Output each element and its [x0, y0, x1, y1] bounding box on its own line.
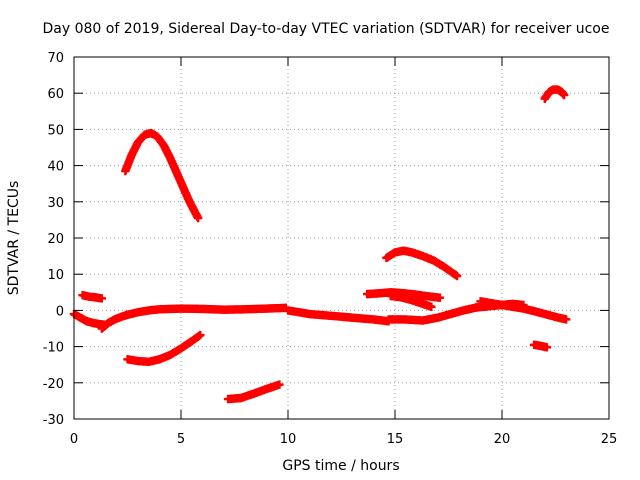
y-tick-label: 0: [56, 304, 64, 319]
y-tick-label: 70: [47, 51, 64, 66]
y-tick-label: 40: [47, 160, 64, 175]
x-tick-label: 15: [387, 432, 404, 447]
data-marker: [193, 212, 202, 221]
x-tick-label: 20: [494, 432, 511, 447]
y-tick-label: 30: [47, 196, 64, 211]
series-arc-16: [223, 380, 284, 404]
series-arc-15: [529, 340, 552, 352]
data-series: [69, 85, 571, 404]
series-arc-14: [123, 330, 205, 367]
data-marker: [451, 270, 460, 280]
y-tick-label: 10: [47, 268, 64, 283]
data-marker: [434, 293, 443, 302]
y-tick-label: -20: [43, 377, 64, 392]
y-tick-label: 60: [47, 87, 64, 102]
grid: [74, 57, 609, 419]
chart-title: Day 080 of 2019, Sidereal Day-to-day VTE…: [43, 21, 610, 37]
series-arc-1: [121, 128, 203, 223]
y-tick-label: -30: [43, 413, 64, 428]
series-arc-6: [78, 290, 107, 303]
data-marker: [559, 89, 568, 99]
x-tick-label: 25: [601, 432, 618, 447]
data-marker: [560, 314, 569, 324]
y-tick-label: -10: [43, 341, 64, 356]
y-tick-label: 20: [47, 232, 64, 247]
x-tick-label: 5: [177, 432, 185, 447]
y-axis-title: SDTVAR / TECUs: [6, 181, 22, 296]
ticks: -30 -20 -10 0 10 20 30 40 50 60 70 0 5 10 15 20 25: [43, 51, 618, 447]
series-arc-10: [283, 306, 393, 326]
series-arc-13: [476, 297, 571, 324]
data-marker: [273, 380, 283, 390]
x-tick-label: 0: [70, 432, 78, 447]
series-arc-5: [386, 291, 436, 311]
series-arc-8: [97, 310, 132, 333]
data-marker: [541, 342, 550, 352]
data-marker: [96, 294, 105, 303]
y-tick-label: 50: [47, 123, 64, 138]
data-marker: [425, 302, 435, 311]
x-tick-label: 10: [280, 432, 297, 447]
series-arc-11: [384, 303, 481, 325]
series-arc-2: [540, 85, 569, 103]
series-arc-9: [123, 303, 291, 319]
data-marker: [194, 331, 204, 341]
x-axis-title: GPS time / hours: [282, 458, 399, 474]
series-arc-3: [382, 246, 462, 281]
